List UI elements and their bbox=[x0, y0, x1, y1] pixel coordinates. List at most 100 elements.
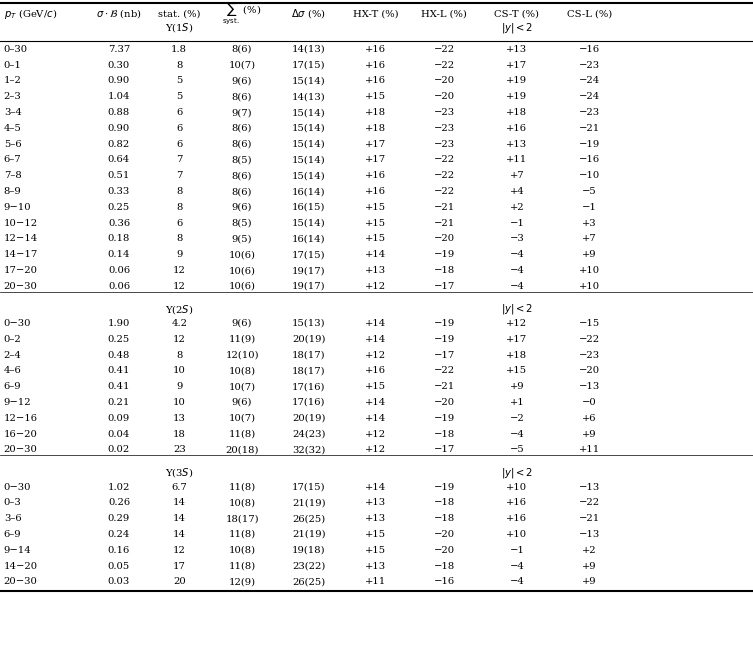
Text: +17: +17 bbox=[506, 61, 528, 70]
Text: 0.36: 0.36 bbox=[108, 219, 130, 228]
Text: 12: 12 bbox=[172, 266, 186, 275]
Text: 11(8): 11(8) bbox=[228, 562, 256, 571]
Text: +18: +18 bbox=[506, 108, 528, 117]
Text: 23(22): 23(22) bbox=[292, 562, 325, 571]
Text: +6: +6 bbox=[582, 414, 596, 423]
Text: 20(18): 20(18) bbox=[225, 446, 259, 455]
Text: 14: 14 bbox=[172, 530, 186, 539]
Text: 8(6): 8(6) bbox=[232, 139, 252, 148]
Text: −19: −19 bbox=[434, 414, 455, 423]
Text: 14−20: 14−20 bbox=[4, 562, 38, 571]
Text: 11(8): 11(8) bbox=[228, 430, 256, 439]
Text: 9: 9 bbox=[176, 250, 182, 259]
Text: 6–7: 6–7 bbox=[4, 155, 21, 164]
Text: 10: 10 bbox=[172, 366, 186, 375]
Text: 0.05: 0.05 bbox=[108, 562, 130, 571]
Text: +16: +16 bbox=[507, 124, 527, 133]
Text: −3: −3 bbox=[510, 234, 524, 243]
Text: −18: −18 bbox=[434, 499, 455, 508]
Text: −18: −18 bbox=[434, 514, 455, 523]
Text: 17(16): 17(16) bbox=[292, 398, 325, 407]
Text: −21: −21 bbox=[434, 203, 455, 212]
Text: 24(23): 24(23) bbox=[292, 430, 325, 439]
Text: −22: −22 bbox=[434, 187, 455, 196]
Text: +12: +12 bbox=[364, 282, 386, 291]
Text: 21(19): 21(19) bbox=[292, 499, 325, 508]
Text: +11: +11 bbox=[364, 577, 386, 586]
Text: +13: +13 bbox=[506, 45, 528, 54]
Text: −21: −21 bbox=[578, 514, 600, 523]
Text: 19(17): 19(17) bbox=[292, 266, 325, 275]
Text: 5: 5 bbox=[176, 76, 182, 85]
Text: 3–4: 3–4 bbox=[4, 108, 22, 117]
Text: −22: −22 bbox=[434, 61, 455, 70]
Text: 9(7): 9(7) bbox=[232, 108, 252, 117]
Text: 12−14: 12−14 bbox=[4, 234, 38, 243]
Text: +14: +14 bbox=[364, 319, 386, 328]
Text: +10: +10 bbox=[506, 482, 528, 491]
Text: 9(6): 9(6) bbox=[232, 203, 252, 212]
Text: 12(10): 12(10) bbox=[225, 351, 259, 360]
Text: 5: 5 bbox=[176, 92, 182, 101]
Text: −2: −2 bbox=[510, 414, 524, 423]
Text: +18: +18 bbox=[364, 108, 386, 117]
Text: +12: +12 bbox=[506, 319, 528, 328]
Text: 8(5): 8(5) bbox=[232, 219, 252, 228]
Text: 14−17: 14−17 bbox=[4, 250, 38, 259]
Text: 14(13): 14(13) bbox=[292, 45, 325, 54]
Text: 6: 6 bbox=[176, 219, 182, 228]
Text: 1.8: 1.8 bbox=[171, 45, 187, 54]
Text: +18: +18 bbox=[364, 124, 386, 133]
Text: 8(6): 8(6) bbox=[232, 92, 252, 101]
Text: 0.16: 0.16 bbox=[108, 546, 130, 555]
Text: 26(25): 26(25) bbox=[292, 577, 325, 586]
Text: 0.04: 0.04 bbox=[108, 430, 130, 439]
Text: 6–9: 6–9 bbox=[4, 382, 21, 392]
Text: −16: −16 bbox=[578, 45, 600, 54]
Text: $p_T$ (GeV/$c$): $p_T$ (GeV/$c$) bbox=[4, 6, 57, 21]
Text: 8: 8 bbox=[176, 203, 182, 212]
Text: 12: 12 bbox=[172, 282, 186, 291]
Text: −18: −18 bbox=[434, 562, 455, 571]
Text: 16(14): 16(14) bbox=[292, 187, 325, 196]
Text: +4: +4 bbox=[510, 187, 524, 196]
Text: +19: +19 bbox=[506, 92, 528, 101]
Text: −19: −19 bbox=[578, 139, 600, 148]
Text: 0.26: 0.26 bbox=[108, 499, 130, 508]
Text: −4: −4 bbox=[510, 282, 524, 291]
Text: −5: −5 bbox=[510, 446, 524, 455]
Text: −1: −1 bbox=[510, 546, 524, 555]
Text: 10(8): 10(8) bbox=[228, 366, 256, 375]
Text: 15(14): 15(14) bbox=[292, 219, 325, 228]
Text: −4: −4 bbox=[510, 250, 524, 259]
Text: −22: −22 bbox=[578, 335, 600, 344]
Text: −23: −23 bbox=[434, 139, 455, 148]
Text: 0–30: 0–30 bbox=[4, 45, 28, 54]
Text: 15(14): 15(14) bbox=[292, 108, 325, 117]
Text: +12: +12 bbox=[364, 351, 386, 360]
Text: 17(15): 17(15) bbox=[292, 61, 325, 70]
Text: +9: +9 bbox=[582, 250, 596, 259]
Text: 23: 23 bbox=[173, 446, 185, 455]
Text: +13: +13 bbox=[364, 499, 386, 508]
Text: 1.04: 1.04 bbox=[108, 92, 130, 101]
Text: HX-T (%): HX-T (%) bbox=[352, 9, 398, 18]
Text: 10(8): 10(8) bbox=[228, 546, 256, 555]
Text: −23: −23 bbox=[578, 108, 600, 117]
Text: 20−30: 20−30 bbox=[4, 577, 38, 586]
Text: 8: 8 bbox=[176, 351, 182, 360]
Text: −23: −23 bbox=[578, 351, 600, 360]
Text: 0.88: 0.88 bbox=[108, 108, 130, 117]
Text: −16: −16 bbox=[434, 577, 455, 586]
Text: −5: −5 bbox=[582, 187, 596, 196]
Text: 32(32): 32(32) bbox=[292, 446, 325, 455]
Text: 10(6): 10(6) bbox=[229, 250, 255, 259]
Text: −23: −23 bbox=[434, 124, 455, 133]
Text: +2: +2 bbox=[582, 546, 596, 555]
Text: +12: +12 bbox=[364, 446, 386, 455]
Text: 10(8): 10(8) bbox=[228, 499, 256, 508]
Text: 0–3: 0–3 bbox=[4, 499, 22, 508]
Text: Y(3$S$): Y(3$S$) bbox=[165, 466, 194, 479]
Text: 8(6): 8(6) bbox=[232, 171, 252, 180]
Text: −20: −20 bbox=[434, 234, 455, 243]
